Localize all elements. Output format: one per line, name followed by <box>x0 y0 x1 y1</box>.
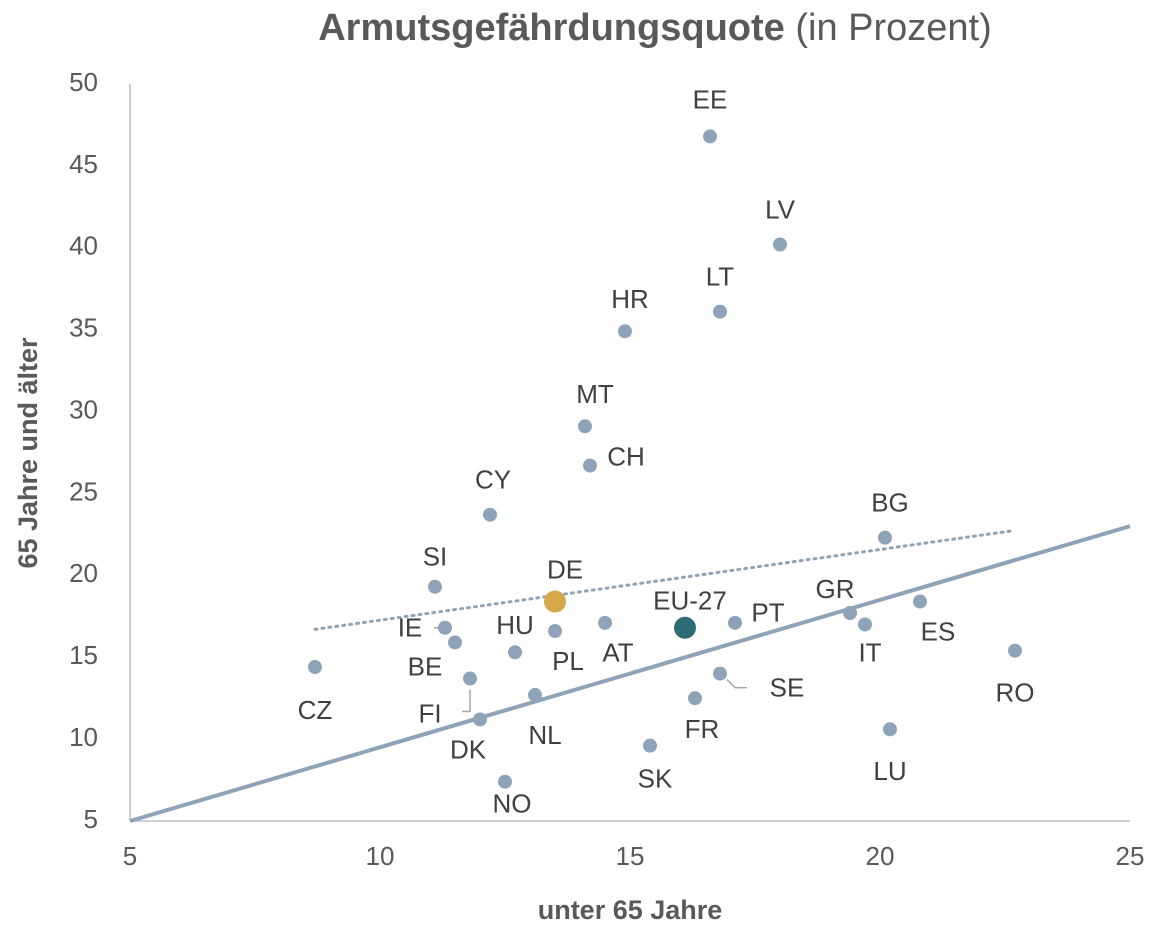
y-tick-label: 35 <box>69 313 98 343</box>
point <box>528 687 542 702</box>
x-tick-label: 15 <box>616 841 645 871</box>
point <box>688 691 702 706</box>
point <box>858 617 872 632</box>
point <box>308 660 322 675</box>
y-tick-label: 25 <box>69 476 98 506</box>
y-tick-label: 30 <box>69 394 98 424</box>
point-label: MT <box>576 379 614 409</box>
chart-title: Armutsgefährdungsquote (in Prozent) <box>318 7 992 49</box>
y-tick-label: 10 <box>69 722 98 752</box>
point <box>578 419 592 434</box>
point <box>1008 643 1022 658</box>
point-label: DE <box>547 554 583 584</box>
point-label: NL <box>528 720 561 750</box>
point-label: SE <box>770 672 805 702</box>
x-tick-label: 5 <box>123 841 137 871</box>
point <box>428 579 442 594</box>
title-regular: (in Prozent) <box>795 7 991 49</box>
y-tick-label: 5 <box>84 804 98 834</box>
point <box>713 666 727 681</box>
point-label: SI <box>423 542 448 572</box>
point <box>883 722 897 737</box>
point <box>643 738 657 753</box>
point-label: HR <box>611 284 649 314</box>
point-label: IE <box>398 613 423 643</box>
point-label: CY <box>475 465 511 495</box>
point <box>598 615 612 630</box>
point <box>583 458 597 473</box>
x-axis-label: unter 65 Jahre <box>538 895 723 925</box>
point <box>674 616 696 639</box>
point <box>618 324 632 339</box>
point <box>843 606 857 621</box>
y-axis-label: 65 Jahre und älter <box>13 337 43 569</box>
point <box>703 129 717 144</box>
point <box>548 624 562 639</box>
x-tick-label: 25 <box>1116 841 1145 871</box>
point-label: CH <box>607 441 645 471</box>
point-label: FI <box>418 698 441 728</box>
point-label: NO <box>493 789 532 819</box>
point-label: PL <box>552 646 584 676</box>
point-label: LV <box>765 194 796 224</box>
point <box>498 774 512 789</box>
point-label: LT <box>706 262 735 292</box>
point-label: EU-27 <box>653 586 727 616</box>
point-label: HU <box>496 610 534 640</box>
point <box>713 304 727 319</box>
y-tick-label: 45 <box>69 149 98 179</box>
point-label: DK <box>450 734 487 764</box>
y-tick-label: 15 <box>69 640 98 670</box>
y-tick-label: 40 <box>69 231 98 261</box>
point-label: GR <box>816 574 855 604</box>
point-label: SK <box>638 764 673 794</box>
x-tick-label: 10 <box>366 841 395 871</box>
y-tick-label: 20 <box>69 558 98 588</box>
point-label: RO <box>996 678 1035 708</box>
point <box>773 237 787 252</box>
point <box>878 530 892 545</box>
trend-line <box>313 529 1012 631</box>
point <box>463 671 477 686</box>
point-label: IT <box>858 637 881 667</box>
point-label: AT <box>602 638 633 668</box>
point <box>508 645 522 660</box>
leader-line <box>726 679 747 689</box>
reference-line <box>129 524 1131 823</box>
point <box>728 615 742 630</box>
point-label: ES <box>921 616 956 646</box>
point-label: CZ <box>298 695 333 725</box>
point <box>483 507 497 522</box>
x-tick-label: 20 <box>866 841 895 871</box>
point-label: EE <box>693 84 728 114</box>
point <box>448 635 462 650</box>
point <box>544 590 566 613</box>
point-label: FR <box>685 714 720 744</box>
point-label: BG <box>871 488 909 518</box>
point <box>473 712 487 727</box>
point-label: BE <box>408 651 443 681</box>
point <box>438 620 452 635</box>
point-label: PT <box>751 598 784 628</box>
leader-line <box>462 689 471 713</box>
title-bold: Armutsgefährdungsquote <box>318 7 785 49</box>
point <box>913 594 927 609</box>
y-tick-label: 50 <box>69 67 98 97</box>
point-label: LU <box>873 756 906 786</box>
